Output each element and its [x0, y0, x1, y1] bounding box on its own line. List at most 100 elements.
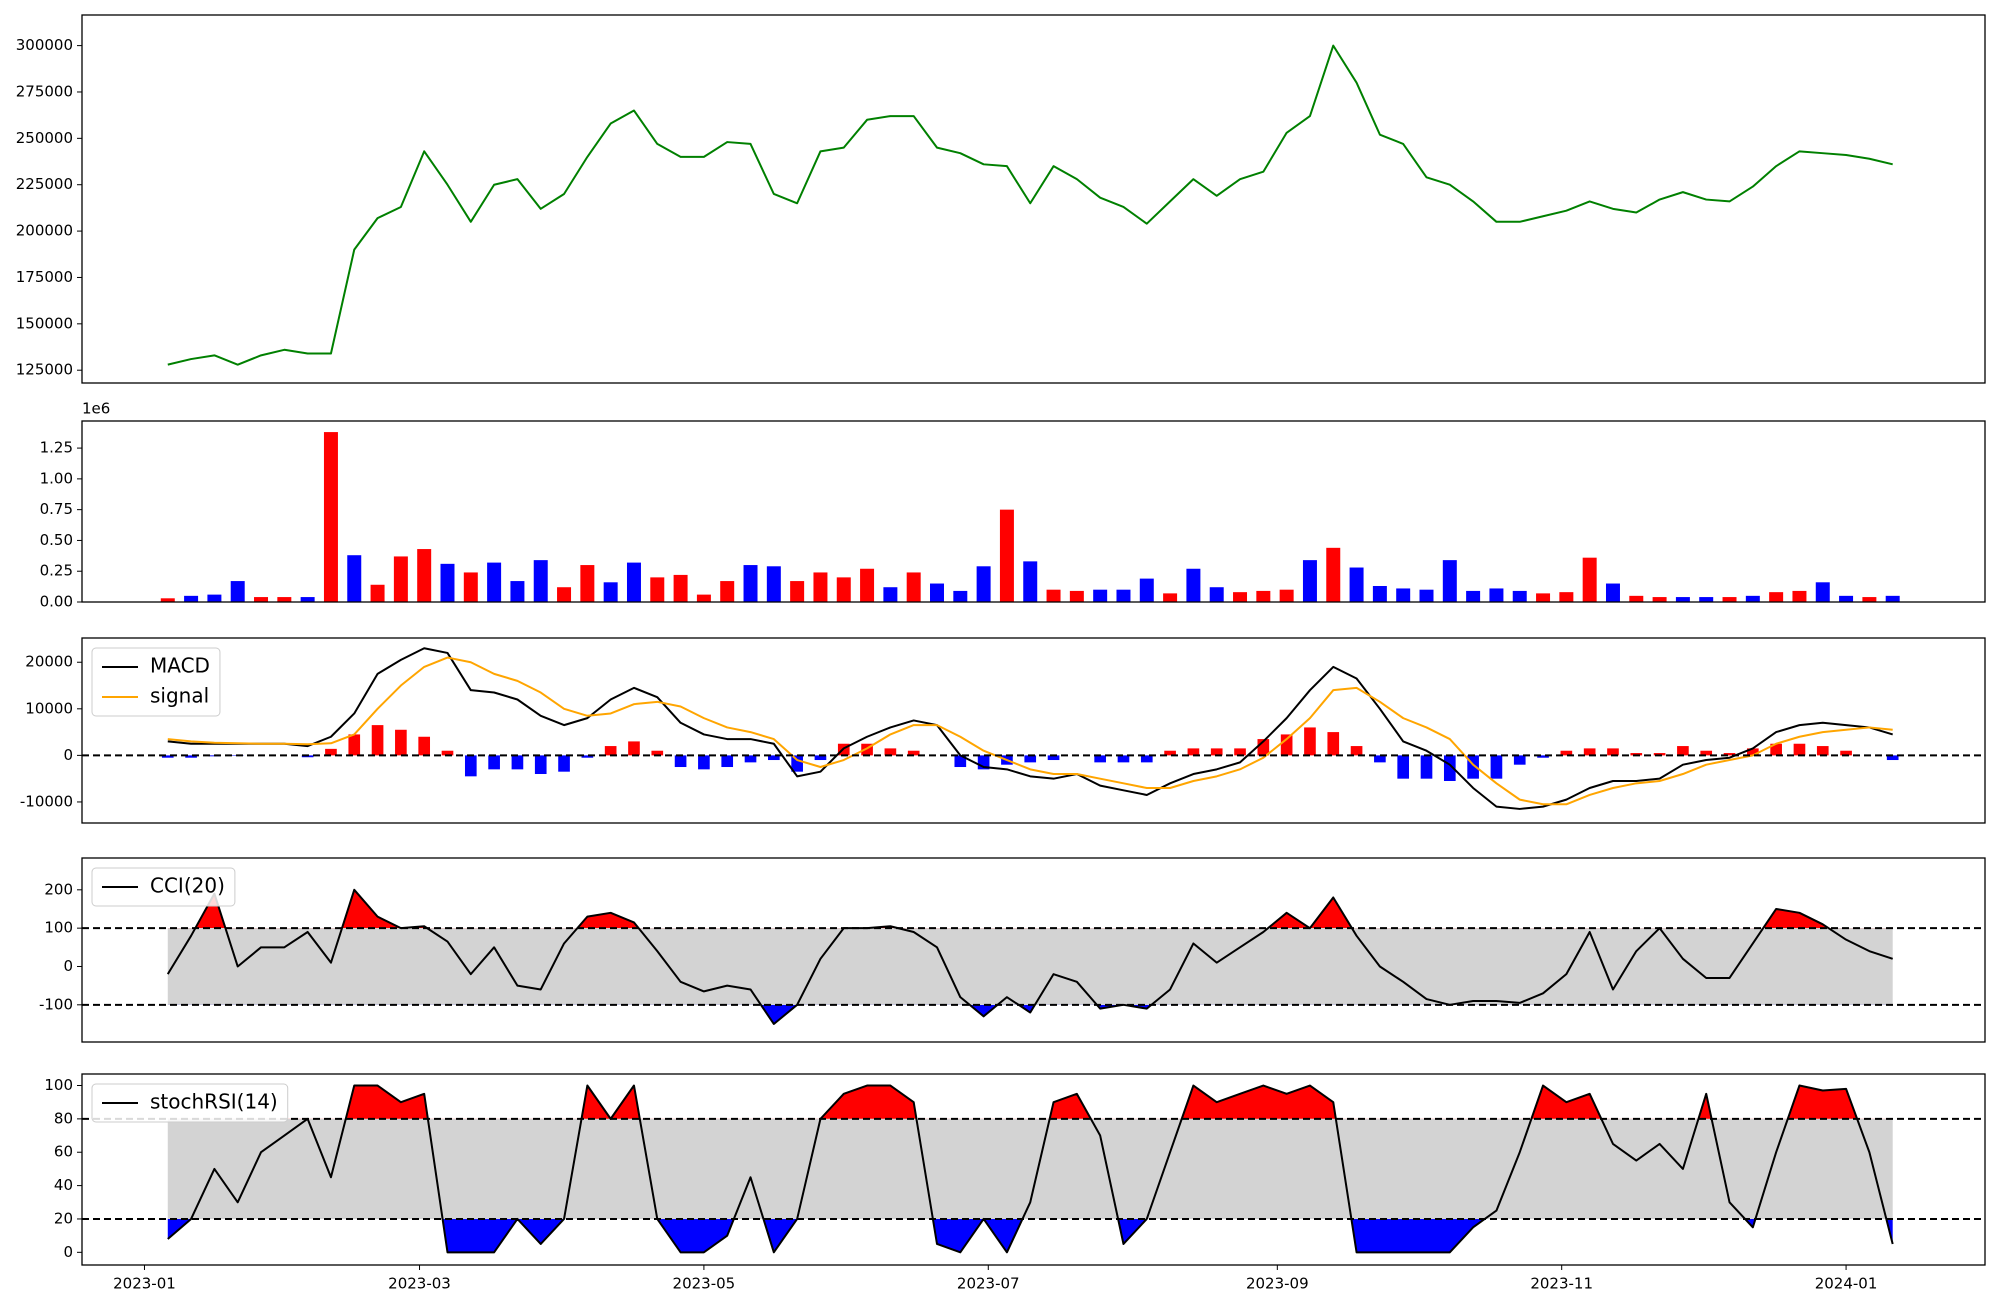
y-tick-label: 0 — [63, 746, 73, 764]
bar — [1607, 748, 1619, 756]
bar — [1629, 595, 1644, 602]
bar — [323, 432, 338, 602]
y-tick-label: 100 — [44, 1076, 73, 1094]
bar — [814, 755, 827, 761]
overbought-fill — [195, 889, 1829, 929]
bar — [1582, 557, 1597, 602]
bar — [1093, 589, 1108, 602]
y-tick-label: 1.25 — [40, 439, 73, 457]
bar — [511, 755, 524, 770]
y-tick-label: 0.25 — [40, 562, 73, 580]
bar — [1793, 743, 1806, 756]
x-tick-label: 2023-01 — [113, 1275, 176, 1293]
bar — [1233, 592, 1248, 602]
bar — [626, 562, 641, 602]
bar — [1327, 732, 1340, 756]
bar — [976, 566, 991, 602]
y-tick-label: 0 — [63, 957, 73, 975]
bar — [1885, 595, 1900, 602]
bar — [1769, 592, 1784, 602]
bar — [348, 734, 361, 756]
y-tick-label: 275000 — [16, 82, 73, 100]
x-tick-label: 2023-07 — [957, 1275, 1020, 1293]
bar — [1466, 590, 1481, 602]
bar — [766, 566, 781, 602]
legend — [91, 1083, 289, 1123]
bar — [813, 572, 828, 602]
bar — [557, 587, 572, 602]
bar — [860, 568, 875, 602]
x-tick-label: 2023-03 — [388, 1275, 451, 1293]
y-tick-label: -10000 — [20, 792, 73, 810]
axes-frame — [81, 857, 1986, 1043]
bar — [1443, 755, 1456, 781]
bar — [161, 755, 174, 758]
bar — [1234, 748, 1246, 756]
bar — [395, 729, 407, 756]
axes-frame — [81, 1073, 1986, 1266]
bar — [371, 725, 384, 756]
bar — [1886, 755, 1899, 761]
bar — [883, 587, 898, 602]
bar — [1723, 753, 1736, 756]
bar — [463, 572, 478, 602]
x-tick-label: 2023-05 — [673, 1275, 736, 1293]
bar — [1374, 755, 1386, 763]
bar — [1605, 583, 1620, 602]
bar — [488, 755, 500, 770]
bar — [1699, 597, 1714, 602]
bar — [1840, 750, 1852, 756]
bar — [1652, 597, 1667, 602]
bar — [1560, 750, 1573, 756]
bar — [1397, 755, 1410, 779]
bar — [1256, 590, 1271, 602]
bar — [347, 555, 362, 602]
bar — [1164, 750, 1176, 756]
y-tick-label: 200 — [44, 880, 73, 898]
bar — [1349, 567, 1364, 602]
bar — [1116, 589, 1131, 602]
bar — [160, 598, 175, 602]
data-line — [167, 1084, 1894, 1254]
bar — [534, 755, 547, 775]
bar — [1023, 561, 1038, 602]
bar — [1583, 748, 1596, 756]
y-tick-label: 250000 — [16, 129, 73, 147]
bar — [1653, 753, 1666, 756]
bar — [1279, 589, 1294, 602]
oversold-fill — [167, 1004, 1893, 1024]
bar — [1489, 588, 1504, 602]
bar — [393, 556, 408, 602]
bar — [440, 563, 455, 602]
bar — [370, 584, 385, 602]
bar — [884, 748, 897, 756]
bar — [1326, 547, 1341, 602]
bar — [1677, 746, 1689, 756]
overbought-fill — [167, 1085, 1893, 1119]
bar — [907, 750, 920, 756]
bar — [1302, 560, 1317, 602]
plot-area — [160, 432, 1900, 602]
bar — [441, 750, 454, 756]
bar — [768, 755, 780, 761]
bar — [698, 755, 710, 770]
bar — [581, 755, 594, 758]
bar — [1140, 755, 1153, 763]
bar — [1372, 585, 1387, 602]
bar — [977, 755, 990, 770]
bar — [1536, 593, 1551, 602]
y-tick-label: 80 — [54, 1109, 73, 1127]
bar — [1770, 743, 1782, 756]
bar — [791, 755, 803, 772]
y-tick-label: -100 — [39, 995, 73, 1013]
data-line — [167, 656, 1893, 806]
bar — [1745, 595, 1760, 602]
y-tick-label: 300000 — [16, 36, 73, 54]
oversold-fill — [167, 1218, 1893, 1253]
y-tick-label: 150000 — [16, 314, 73, 332]
bar — [954, 755, 967, 768]
bar — [743, 565, 758, 602]
bar — [1257, 739, 1270, 756]
axes-frame — [81, 14, 1986, 384]
